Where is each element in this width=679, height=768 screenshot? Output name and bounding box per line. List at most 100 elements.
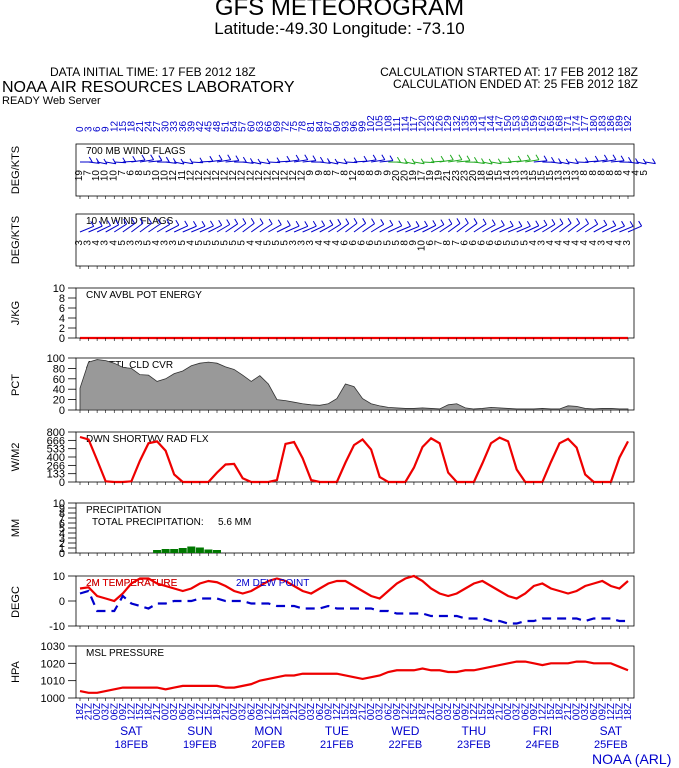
wind-speed-label: 12 xyxy=(288,170,299,182)
top-hour-label: 102 xyxy=(366,115,377,132)
wind-barb-flag xyxy=(90,221,95,227)
bottom-hour-label: 12Z xyxy=(469,703,480,720)
top-hour-label: 18 xyxy=(126,120,137,132)
bottom-hour-label: 03Z xyxy=(101,703,112,720)
wind-barb xyxy=(370,223,384,233)
bottom-hour-label: 15Z xyxy=(135,703,146,720)
wind-barb-flag xyxy=(234,218,239,225)
wind-speed-label: 16 xyxy=(485,170,496,182)
top-hour-label: 54 xyxy=(229,120,240,132)
wind-barb xyxy=(285,159,300,163)
bottom-hour-label: 06Z xyxy=(315,703,326,720)
top-hour-label: 132 xyxy=(452,115,463,132)
top-hour-label: 27 xyxy=(152,120,163,132)
y-tick-label: 1 xyxy=(59,543,65,555)
wind-barb xyxy=(293,225,308,233)
wind-barb xyxy=(473,223,487,233)
y-tick-label: 2 xyxy=(59,323,65,335)
wind-speed-label: 12 xyxy=(271,170,282,182)
wind-speed-label: 4 xyxy=(631,170,642,176)
precip-bar xyxy=(195,547,204,553)
top-hour-label: 66 xyxy=(263,120,274,132)
top-hour-label: 0 xyxy=(75,126,86,132)
bottom-hour-label: 18Z xyxy=(486,703,497,720)
wind-speed-label: 9 xyxy=(305,170,316,176)
bottom-hour-label: 09Z xyxy=(186,703,197,720)
wind-speed-label: 12 xyxy=(280,170,291,182)
bottom-hour-label: 00Z xyxy=(572,703,583,720)
bottom-hour-label: 00Z xyxy=(161,703,172,720)
panel-title: 10 M WIND FLAGS xyxy=(86,216,174,227)
wind-speed-label: 3 xyxy=(622,240,633,246)
day-name: TUE xyxy=(325,724,349,738)
top-hour-label: 177 xyxy=(580,115,591,132)
bottom-hour-label: 18Z xyxy=(418,703,429,720)
wind-speed-label: 4 xyxy=(528,240,539,246)
wind-barb xyxy=(165,224,180,233)
top-hour-label: 162 xyxy=(537,115,548,132)
top-hour-label: 51 xyxy=(221,120,232,132)
panel-frame xyxy=(75,645,635,699)
bottom-hour-label: 00Z xyxy=(435,703,446,720)
wind-barb xyxy=(182,225,197,233)
day-date: 19FEB xyxy=(183,739,217,751)
bottom-hour-label: 18Z xyxy=(555,703,566,720)
wind-barb xyxy=(456,160,471,163)
wind-barb-flag xyxy=(131,218,136,224)
wind-speed-label: 12 xyxy=(220,170,231,182)
wind-barb xyxy=(139,159,154,163)
wind-speed-label: 14 xyxy=(502,170,513,182)
bottom-hour-label: 03Z xyxy=(306,703,317,720)
bottom-hour-label: 06Z xyxy=(246,703,257,720)
wind-speed-label: 5 xyxy=(202,240,213,246)
wind-barb xyxy=(276,225,291,233)
wind-barb-flag xyxy=(345,218,350,224)
wind-speed-label: 5 xyxy=(519,240,530,246)
wind-barb xyxy=(251,161,262,165)
wind-barb-flag xyxy=(500,220,505,226)
wind-barb-flag xyxy=(612,220,617,226)
y-tick-label: 4 xyxy=(59,313,65,325)
wind-barb-flag xyxy=(535,154,540,161)
top-hour-label: 21 xyxy=(135,120,146,132)
wind-speed-label: 8 xyxy=(613,170,624,176)
wind-speed-label: 15 xyxy=(528,170,539,182)
wind-barb-flag xyxy=(380,219,385,225)
bottom-hour-label: 06Z xyxy=(383,703,394,720)
wind-barb-flag xyxy=(420,158,425,164)
day-name: SAT xyxy=(120,724,143,738)
bottom-hour-label: 21Z xyxy=(221,703,232,720)
wind-speed-label: 20 xyxy=(391,170,402,182)
wind-speed-label: 7 xyxy=(434,240,445,246)
wind-barb-flag xyxy=(576,218,581,224)
panel-title: MSL PRESSURE xyxy=(86,648,164,659)
top-hour-label: 186 xyxy=(606,115,617,132)
wind-barb xyxy=(96,225,111,233)
wind-speed-label: 4 xyxy=(562,240,573,246)
wind-barb xyxy=(473,161,485,164)
top-hour-label: 192 xyxy=(623,115,634,132)
wind-speed-label: 13 xyxy=(511,170,522,182)
calc-started: CALCULATION STARTED AT: 17 FEB 2012 18Z xyxy=(380,65,638,79)
wind-speed-label: 5 xyxy=(117,240,128,246)
wind-barb-flag xyxy=(107,220,111,226)
y-tick-label: 3 xyxy=(59,533,65,545)
wind-speed-label: 3 xyxy=(168,240,179,246)
top-hour-label: 42 xyxy=(195,120,206,132)
wind-barb xyxy=(533,160,548,163)
day-name: THU xyxy=(462,724,487,738)
top-hour-label: 78 xyxy=(298,120,309,132)
top-hour-label: 12 xyxy=(109,120,120,132)
wind-barb-flag xyxy=(415,221,420,227)
y-tick-label: 10 xyxy=(53,571,65,583)
wind-speed-label: 6 xyxy=(485,240,496,246)
bottom-hour-label: 21Z xyxy=(152,703,163,720)
y-tick-label: 8 xyxy=(59,508,65,520)
wind-barb-flag xyxy=(343,158,348,164)
wind-barb-flag xyxy=(353,218,358,224)
wind-barb-flag xyxy=(551,219,556,225)
top-hour-label: 63 xyxy=(255,120,266,132)
wind-barb-flag xyxy=(88,156,93,163)
wind-speed-label: 11 xyxy=(177,170,188,181)
wind-barb-flag xyxy=(98,220,103,227)
